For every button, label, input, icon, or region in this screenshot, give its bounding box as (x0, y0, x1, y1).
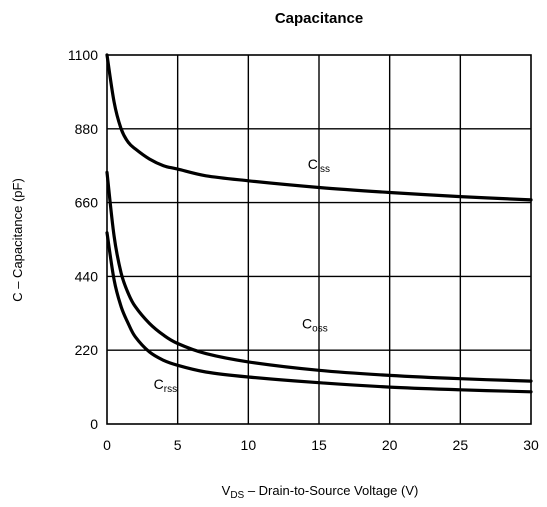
y-tick-label: 440 (75, 268, 99, 284)
x-tick-label: 10 (241, 437, 257, 453)
x-tick-label: 30 (523, 437, 539, 453)
series-labels: Ciss Coss Crss (154, 156, 330, 395)
y-tick-label: 220 (75, 342, 99, 358)
tick-labels: 0 5 10 15 20 25 30 0 220 440 660 880 1100 (68, 47, 539, 453)
x-tick-label: 20 (382, 437, 398, 453)
y-tick-label: 660 (75, 195, 99, 211)
series-line-crss (105, 231, 533, 394)
series-label-coss: Coss (302, 315, 328, 334)
x-tick-label: 0 (103, 437, 111, 453)
x-axis-label-sub: DS (230, 490, 244, 501)
y-tick-label: 880 (75, 121, 99, 137)
grid (106, 54, 532, 425)
series-line-coss (105, 170, 533, 383)
series-lines (105, 53, 533, 394)
series-label-crss: Crss (154, 376, 177, 395)
x-axis-label-rest: – Drain-to-Source Voltage (V) (244, 483, 418, 498)
x-axis-label-main: V (222, 483, 231, 498)
x-tick-label: 5 (174, 437, 182, 453)
x-axis-label: VDS – Drain-to-Source Voltage (V) (222, 483, 419, 501)
x-tick-label: 25 (453, 437, 469, 453)
y-axis-label: C – Capacitance (pF) (10, 178, 25, 302)
series-label-ciss: Ciss (308, 156, 330, 175)
y-tick-label: 0 (90, 416, 98, 432)
chart-title: Capacitance (275, 10, 363, 27)
y-tick-label: 1100 (68, 47, 98, 63)
series-line-ciss (105, 53, 533, 202)
x-tick-label: 15 (311, 437, 327, 453)
